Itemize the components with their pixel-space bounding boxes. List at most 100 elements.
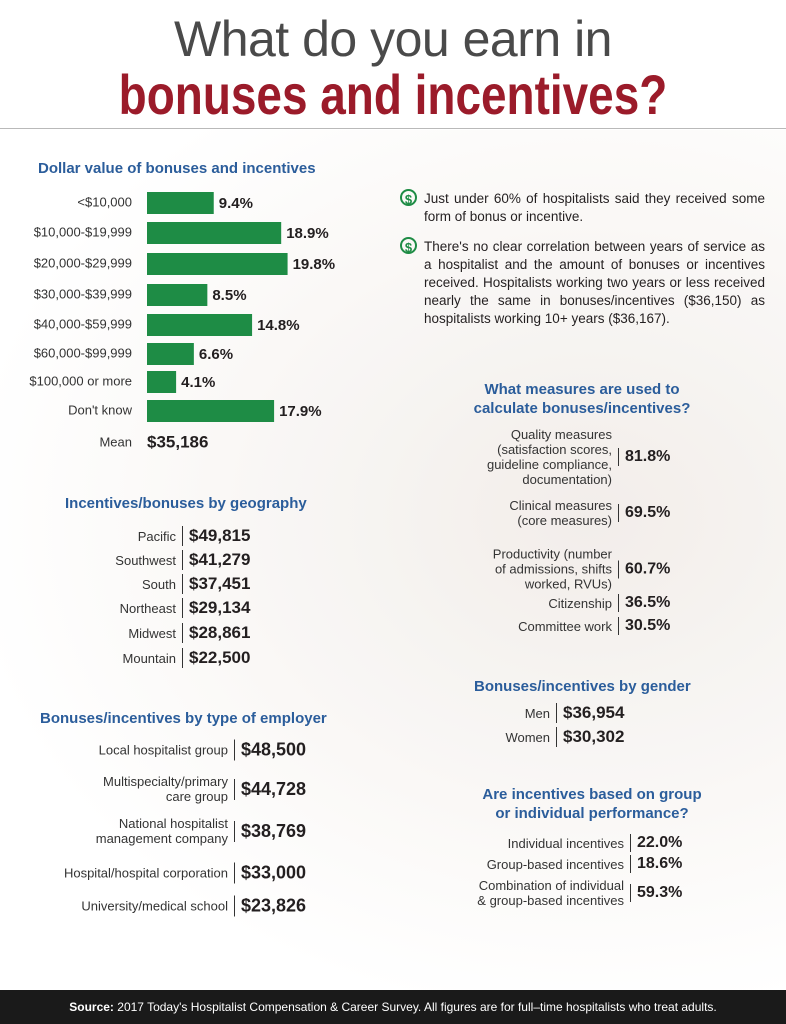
category-label: $10,000-$19,999 (34, 224, 132, 239)
table-row: Clinical measures (core measures) 69.5% (318, 498, 670, 528)
table-row: Productivity (number of admissions, shif… (318, 546, 671, 592)
category-label: $40,000-$59,999 (34, 316, 132, 331)
table-row: Combination of individual & group-based … (330, 878, 682, 908)
row-label: National hospitalist management company (95, 816, 228, 846)
row-label: Clinical measures (core measures) (509, 498, 612, 528)
value-label: 6.6% (199, 346, 233, 363)
section-title: Bonuses/incentives by gender (474, 678, 691, 695)
row-value: $23,826 (234, 895, 306, 917)
title-line-1: What do you earn in (174, 11, 613, 67)
mean-label: Mean (99, 434, 132, 449)
table-row: Individual incentives 22.0% (330, 834, 682, 852)
row-label: Local hospitalist group (98, 742, 228, 758)
row-value: 60.7% (618, 560, 670, 578)
category-label: <$10,000 (77, 194, 132, 209)
bar (147, 192, 214, 214)
value-label: 18.9% (286, 225, 329, 242)
table-row: Midwest $28,861 (0, 623, 250, 643)
footer: Source: 2017 Today's Hospitalist Compens… (0, 990, 786, 1024)
row-value: 30.5% (618, 617, 670, 635)
bar (147, 284, 208, 306)
category-label: $60,000-$99,999 (34, 345, 132, 360)
section-title: Incentives/bonuses by geography (65, 495, 307, 512)
dollar-icon: $ (400, 237, 417, 255)
table-row: Local hospitalist group $48,500 (0, 739, 306, 761)
chart-title: Dollar value of bonuses and incentives (38, 160, 316, 177)
row-value: $41,279 (182, 550, 250, 570)
table-row: Women $30,302 (256, 727, 624, 747)
value-label: 4.1% (181, 374, 215, 391)
row-value: $48,500 (234, 739, 306, 761)
background (0, 130, 786, 990)
table-row: Mountain $22,500 (0, 648, 250, 668)
category-label: $100,000 or more (29, 373, 132, 388)
row-label: Multispecialty/primary care group (103, 774, 228, 804)
row-label: Citizenship (548, 595, 612, 611)
value-label: 14.8% (257, 317, 300, 334)
row-value: $29,134 (182, 598, 250, 618)
row-value: $28,861 (182, 623, 250, 643)
table-row: Citizenship 36.5% (318, 594, 670, 612)
row-label: Men (524, 705, 550, 721)
note: $ Just under 60% of hospitalists said the… (400, 189, 765, 226)
row-value: $44,728 (234, 778, 306, 800)
table-row: Group-based incentives 18.6% (330, 855, 682, 873)
table-row: Multispecialty/primary care group $44,728 (0, 774, 306, 804)
category-label: $30,000-$39,999 (34, 286, 132, 301)
table-row: Pacific $49,815 (0, 526, 250, 546)
bar (147, 400, 275, 422)
table-row: South $37,451 (0, 574, 250, 594)
bar (147, 314, 253, 336)
row-label: Women (505, 729, 550, 745)
bar-chart: <$10,000 9.4% $10,000-$19,999 18.9% $20,000-… (29, 192, 336, 451)
row-label: University/medical school (81, 898, 228, 914)
note-text: There's no clear correlation between yea… (424, 239, 765, 326)
table-row: Men $36,954 (256, 703, 624, 723)
row-label: Midwest (128, 625, 176, 641)
row-value: 36.5% (618, 594, 670, 612)
section-title: Are incentives based on group or individ… (482, 786, 702, 822)
row-value: 59.3% (630, 884, 682, 902)
bar (147, 371, 177, 393)
note: $ There's no clear correlation between ye… (400, 237, 765, 328)
row-label: Mountain (122, 650, 176, 666)
section-title: What measures are used to calculate bonu… (473, 381, 691, 417)
table-row: Hospital/hospital corporation $33,000 (0, 862, 306, 884)
row-value: $30,302 (556, 727, 624, 747)
table-row: Committee work 30.5% (318, 617, 670, 635)
row-label: Southwest (115, 552, 176, 568)
row-value: $22,500 (182, 648, 250, 668)
bar (147, 253, 288, 275)
row-label: Quality measures (satisfaction scores, g… (486, 427, 612, 487)
row-value: $36,954 (556, 703, 624, 723)
row-value: 22.0% (630, 834, 682, 852)
category-label: $20,000-$29,999 (34, 255, 132, 270)
row-value: 81.8% (618, 448, 670, 466)
value-label: 19.8% (293, 256, 336, 273)
row-value: $37,451 (182, 574, 250, 594)
table-row: National hospitalist management company $… (0, 816, 306, 846)
divider (0, 128, 786, 129)
row-label: Pacific (137, 528, 176, 544)
row-label: Productivity (number of admissions, shif… (492, 546, 612, 592)
row-label: Individual incentives (507, 835, 624, 851)
bar (147, 222, 282, 244)
source-text: 2017 Today's Hospitalist Compensation & … (117, 1000, 717, 1014)
value-label: 8.5% (212, 287, 246, 304)
category-label: Don't know (68, 402, 133, 417)
mean-value: $35,186 (147, 432, 208, 451)
table-row: University/medical school $23,826 (0, 895, 306, 917)
note-text: Just under 60% of hospitalists said they… (424, 191, 765, 224)
value-label: 17.9% (279, 403, 322, 420)
source-label: Source: (69, 1000, 114, 1014)
dollar-icon: $ (400, 189, 417, 207)
row-label: Northeast (119, 600, 176, 616)
title-line-2: bonuses and incentives? (118, 63, 668, 126)
row-label: Committee work (518, 618, 612, 634)
row-value: $49,815 (182, 526, 250, 546)
row-value: 18.6% (630, 855, 682, 873)
section-title: Bonuses/incentives by type of employer (40, 710, 327, 727)
row-label: Group-based incentives (486, 856, 624, 872)
row-value: $38,769 (234, 820, 306, 842)
